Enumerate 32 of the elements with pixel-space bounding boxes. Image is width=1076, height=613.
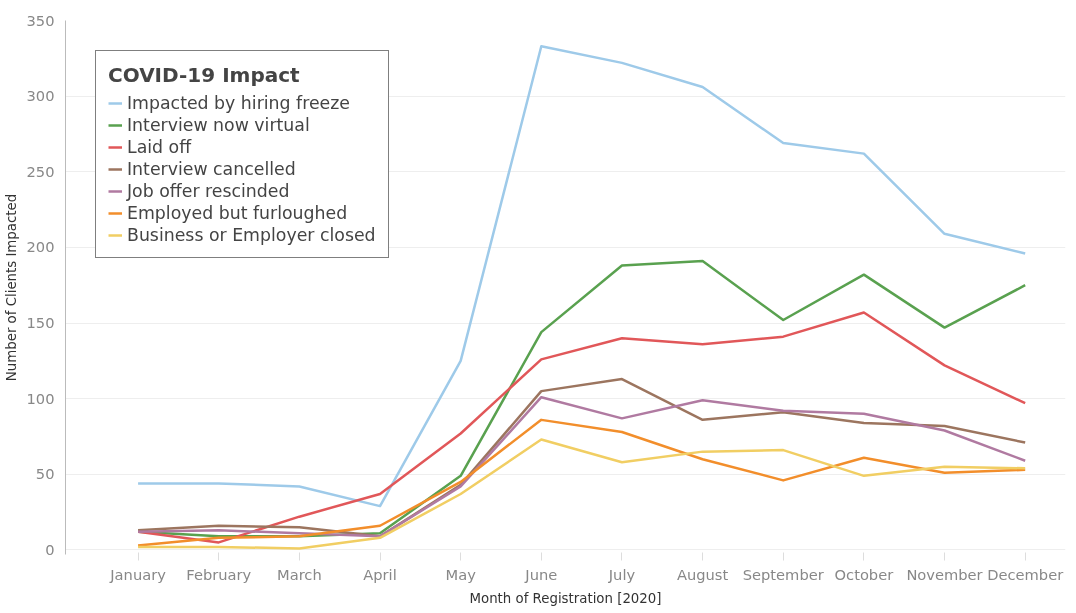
legend-label: Laid off	[127, 137, 192, 157]
x-tick-label: August	[676, 565, 729, 583]
legend-label: Interview cancelled	[127, 159, 296, 179]
legend-label: Employed but furloughed	[127, 203, 348, 223]
y-tick-label: 250	[26, 162, 55, 180]
x-tick-label: June	[524, 565, 558, 583]
x-tick-label: January	[109, 565, 167, 583]
legend-title: COVID-19 Impact	[108, 63, 301, 87]
y-tick-label: 0	[45, 540, 55, 558]
x-tick-label: September	[742, 565, 825, 583]
legend-label: Job offer rescinded	[127, 181, 290, 201]
x-tick-label: December	[987, 565, 1065, 583]
y-tick-label: 150	[26, 314, 55, 332]
y-tick-label: 350	[26, 11, 55, 29]
y-tick-label: 300	[26, 87, 55, 105]
line-series	[136, 418, 1027, 547]
x-axis-title: Month of Registration [2020]	[469, 590, 662, 606]
x-tick-label: July	[607, 565, 636, 583]
y-tick-label: 200	[26, 238, 55, 256]
x-tick-label: May	[445, 565, 477, 583]
y-tick-label: 100	[26, 389, 55, 407]
legend-label: Interview now virtual	[127, 115, 310, 135]
x-tick-label: February	[186, 565, 252, 583]
x-tick-label: April	[363, 565, 397, 583]
legend-label: Business or Employer closed	[127, 225, 376, 245]
x-tick-label: October	[834, 565, 895, 583]
y-axis-title: Number of Clients Impacted	[3, 193, 19, 382]
x-tick-label: November	[906, 565, 984, 583]
line-series	[136, 438, 1027, 550]
y-tick-label: 50	[35, 465, 55, 483]
legend-label: Impacted by hiring freeze	[127, 93, 351, 113]
x-tick-label: March	[277, 565, 322, 583]
